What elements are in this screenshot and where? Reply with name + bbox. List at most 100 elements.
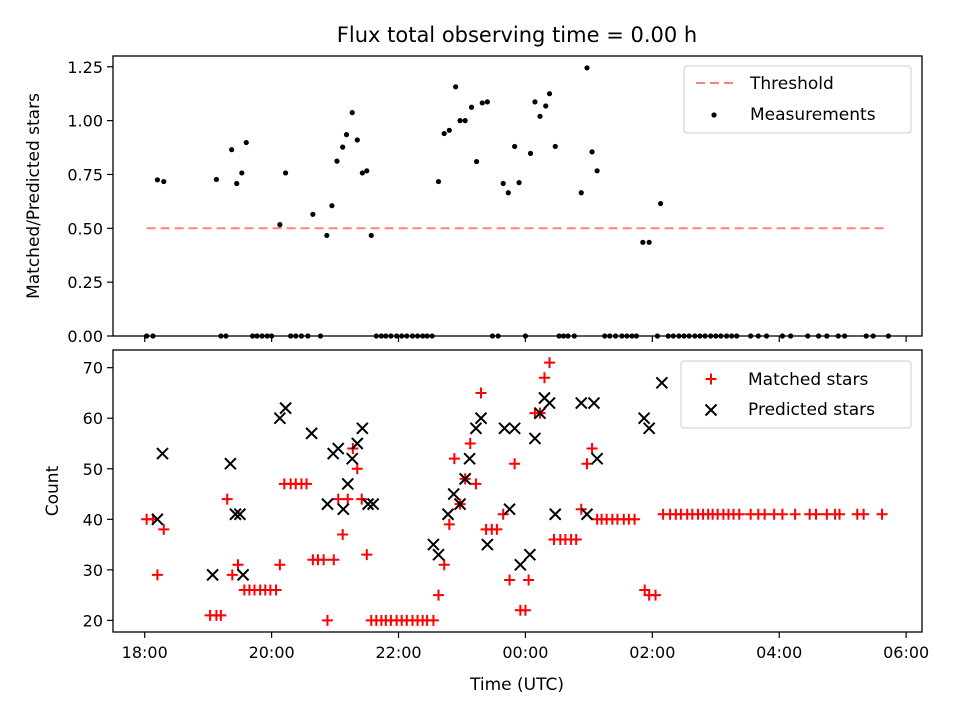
measurement-point bbox=[243, 139, 249, 146]
predicted-point bbox=[236, 568, 250, 582]
matched-point bbox=[438, 559, 450, 571]
plot-frame bbox=[112, 349, 923, 633]
predicted-point bbox=[427, 538, 440, 551]
matched-point bbox=[776, 508, 788, 520]
matched-point bbox=[337, 528, 349, 540]
matched-point bbox=[629, 513, 641, 525]
measurement-point bbox=[552, 143, 558, 150]
legend-box bbox=[683, 65, 912, 134]
measurement-point bbox=[646, 239, 652, 245]
y-tick-label: 1.00 bbox=[67, 112, 103, 131]
measurement-point bbox=[543, 103, 549, 109]
matched-point bbox=[519, 604, 531, 616]
legend-label-matched: Matched stars bbox=[748, 370, 868, 390]
measurement-point bbox=[589, 149, 595, 155]
matched-point bbox=[356, 493, 368, 505]
matched-point bbox=[221, 493, 233, 505]
x-tick-label: 02:00 bbox=[629, 643, 675, 662]
predicted-point bbox=[361, 497, 375, 511]
y-tick-label: 40 bbox=[83, 510, 103, 529]
measurement-point bbox=[527, 150, 534, 156]
matched-point bbox=[586, 443, 598, 455]
matched-point bbox=[151, 569, 163, 581]
measurement-point bbox=[537, 113, 543, 119]
predicted-point bbox=[590, 452, 604, 465]
matched-point bbox=[733, 508, 745, 520]
matched-point bbox=[544, 357, 556, 369]
measurement-point bbox=[349, 110, 355, 116]
matched-point bbox=[328, 554, 340, 566]
legend: Threshold Measurements bbox=[683, 65, 912, 134]
measurement-point bbox=[239, 170, 245, 176]
predicted-point bbox=[432, 548, 445, 561]
measurement-point bbox=[435, 178, 442, 185]
y-tick-label: 70 bbox=[83, 359, 103, 378]
measurement-point bbox=[453, 84, 459, 90]
matched-point bbox=[158, 523, 170, 535]
matched-point bbox=[448, 453, 460, 465]
predicted-point bbox=[469, 422, 483, 435]
measurement-point bbox=[532, 99, 538, 105]
measurement-point bbox=[343, 132, 350, 138]
predicted-point bbox=[642, 422, 656, 435]
x-tick-label: 22:00 bbox=[375, 643, 421, 662]
matched-point bbox=[342, 493, 354, 505]
predicted-point bbox=[441, 508, 455, 521]
predicted-point bbox=[587, 396, 601, 410]
measurement-point bbox=[359, 170, 365, 176]
measurement-point bbox=[277, 222, 283, 228]
matched-point bbox=[318, 554, 330, 566]
predicted-point bbox=[543, 396, 556, 410]
predicted-point bbox=[233, 508, 247, 521]
x-tick-label: 20:00 bbox=[249, 643, 295, 662]
ratio-panel: 0.00 0.25 0.50 0.75 1.00 1.25 Matched/Predicte… bbox=[24, 55, 923, 346]
matched-point bbox=[232, 559, 244, 571]
predicted-point bbox=[206, 568, 219, 582]
measurement-point bbox=[657, 200, 664, 207]
matched-point bbox=[226, 569, 238, 581]
legend-box bbox=[680, 360, 912, 429]
y-axis-label: Matched/Predicted stars bbox=[24, 93, 44, 299]
measurement-point bbox=[640, 239, 646, 245]
predicted-point bbox=[151, 513, 164, 526]
legend-matched-swatch bbox=[705, 373, 717, 385]
matched-point bbox=[475, 387, 487, 399]
legend-label-measurements: Measurements bbox=[750, 105, 876, 125]
matched-point bbox=[497, 508, 509, 520]
predicted-point bbox=[341, 477, 354, 491]
matched-point bbox=[650, 589, 662, 601]
predicted-point bbox=[224, 457, 237, 470]
y-tick-label: 0.25 bbox=[67, 273, 103, 292]
matched-point bbox=[570, 534, 582, 546]
matched-point bbox=[759, 508, 771, 520]
predicted-point bbox=[655, 376, 669, 390]
matched-point bbox=[581, 458, 593, 470]
measurement-point bbox=[500, 180, 506, 187]
predicted-point bbox=[523, 548, 537, 561]
y-tick-label: 1.25 bbox=[67, 58, 103, 77]
predicted-point bbox=[305, 427, 318, 440]
legend-measurement-swatch bbox=[711, 112, 717, 118]
predicted-point bbox=[549, 508, 562, 521]
predicted-point bbox=[533, 406, 547, 420]
measurement-point bbox=[505, 190, 511, 196]
x-axis-label: Time (UTC) bbox=[469, 675, 564, 695]
predicted-point bbox=[453, 497, 467, 511]
measurement-point bbox=[310, 211, 316, 217]
measurement-point bbox=[234, 180, 240, 187]
matched-point bbox=[464, 437, 476, 449]
y-tick-label: 20 bbox=[83, 611, 103, 630]
predicted-point bbox=[346, 452, 359, 465]
y-tick-label: 30 bbox=[83, 561, 103, 580]
matched-point bbox=[876, 508, 888, 520]
measurement-point bbox=[446, 127, 452, 133]
matched-point bbox=[443, 518, 455, 530]
predicted-point bbox=[637, 412, 651, 425]
measurement-point bbox=[364, 168, 370, 174]
measurement-point bbox=[479, 100, 485, 106]
legend-predicted-swatch bbox=[704, 403, 718, 417]
predicted-point bbox=[273, 412, 287, 425]
measurement-point bbox=[368, 232, 374, 239]
